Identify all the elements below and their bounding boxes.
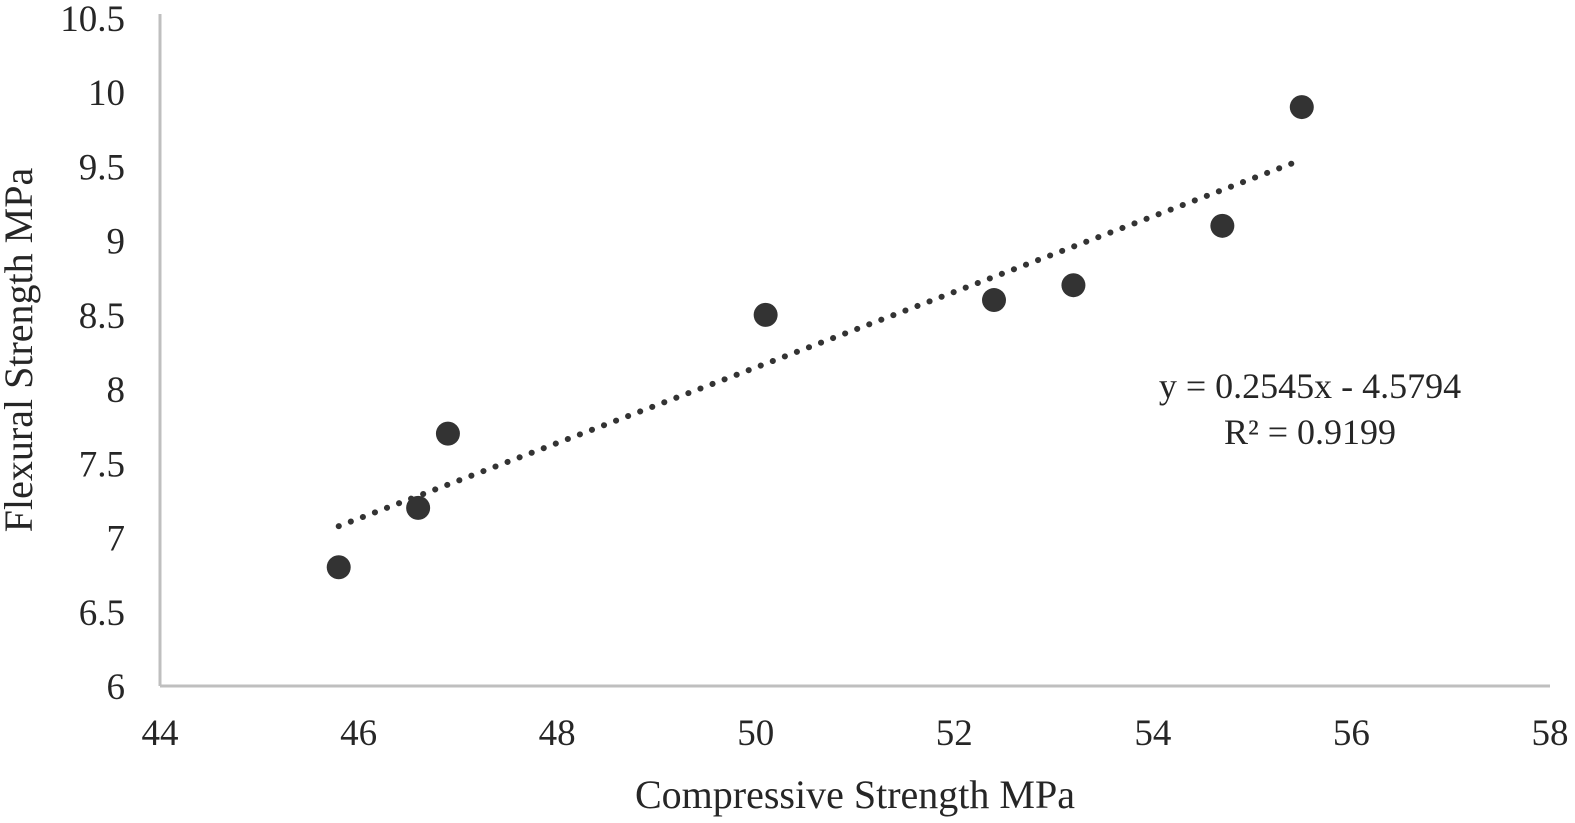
x-tick-label: 46 [340,713,377,754]
x-tick-label: 52 [936,713,973,754]
x-tick-labels: 44 46 48 50 52 54 56 58 [142,713,1569,754]
x-axis-title: Compressive Strength MPa [635,772,1075,817]
x-tick-label: 48 [539,713,576,754]
data-point [982,288,1006,313]
y-tick-labels: 6 6.5 7 7.5 8 8.5 9 9.5 10 10.5 [60,0,125,708]
data-point [435,421,460,446]
x-tick-label: 56 [1333,713,1370,754]
trendline [335,156,1305,530]
y-tick-label: 10 [88,73,125,114]
y-tick-label: 10.5 [60,0,125,40]
y-axis-title: Flexural Strength MPa [0,168,41,533]
y-tick-label: 7.5 [79,444,125,485]
y-tick-label: 9.5 [79,147,125,188]
y-tick-label: 6.5 [79,593,125,634]
data-point [1289,95,1314,120]
x-tick-label: 58 [1532,713,1569,754]
y-tick-label: 7 [107,519,126,560]
data-point [326,555,351,580]
y-tick-label: 8.5 [79,296,125,337]
data-point [1210,213,1235,238]
x-tick-label: 44 [142,713,179,754]
data-point [1061,273,1086,298]
data-point [753,302,778,327]
trendline-r-squared: R² = 0.9199 [1224,412,1396,452]
data-point [406,495,431,520]
x-tick-label: 50 [737,713,774,754]
trendline-equation: y = 0.2545x - 4.5794 [1159,366,1461,406]
y-tick-label: 9 [107,222,126,263]
data-points [326,95,1314,580]
x-tick-label: 54 [1134,713,1171,754]
y-tick-label: 8 [107,370,126,411]
y-tick-label: 6 [107,667,126,708]
